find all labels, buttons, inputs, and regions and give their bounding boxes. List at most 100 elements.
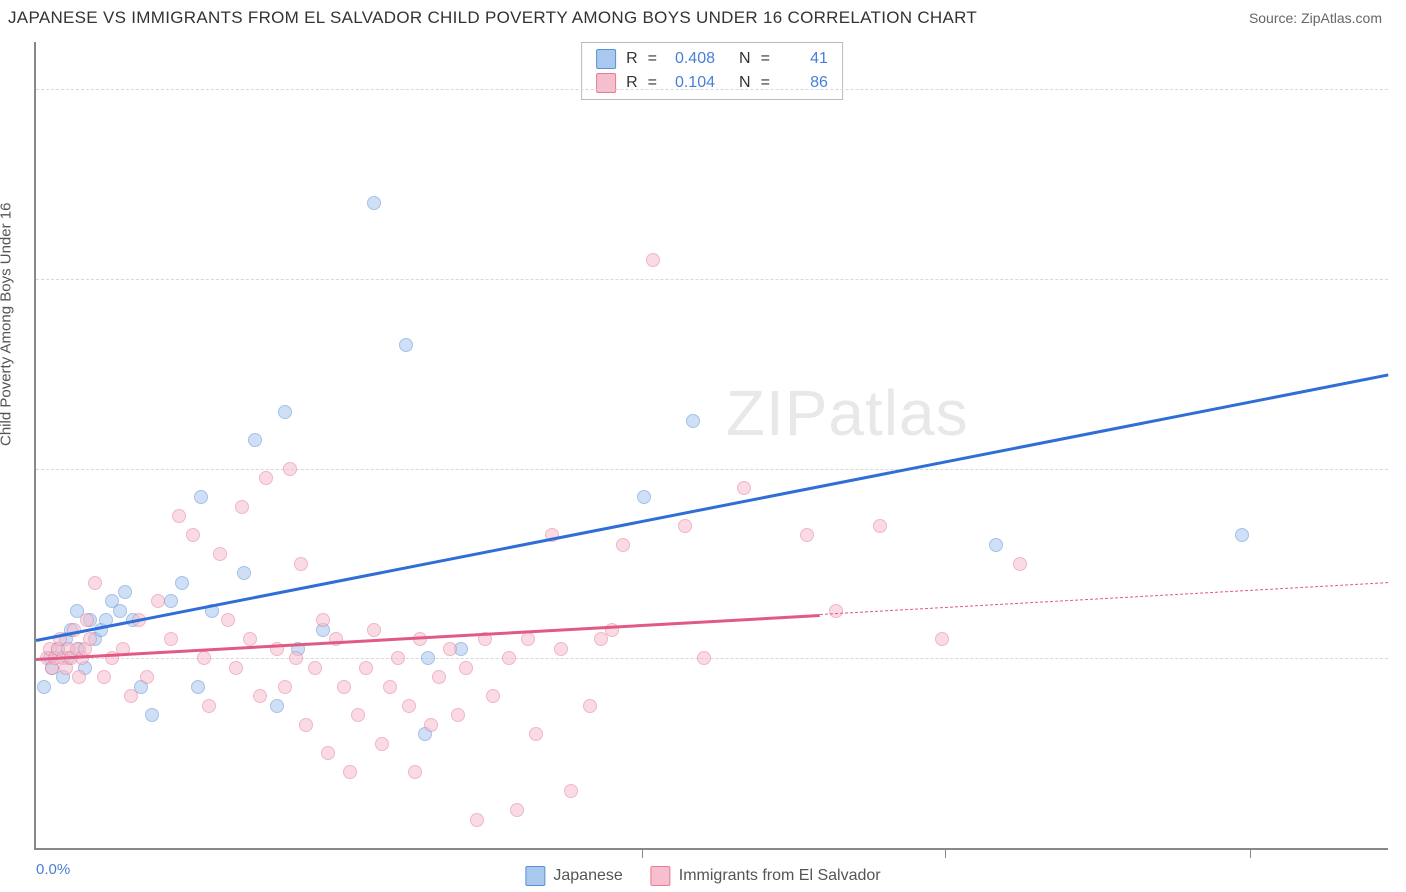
legend-eq: =	[648, 50, 657, 68]
scatter-chart: ZIPatlas R=0.408N=41R=0.104N=86 20.0%40.…	[34, 42, 1388, 850]
data-point	[186, 528, 200, 542]
data-point	[343, 765, 357, 779]
x-tick	[642, 848, 643, 858]
data-point	[278, 680, 292, 694]
data-point	[151, 594, 165, 608]
x-tick-label: 0.0%	[36, 861, 70, 878]
gridline	[36, 658, 1388, 659]
data-point	[646, 253, 660, 267]
data-point	[202, 699, 216, 713]
data-point	[283, 462, 297, 476]
data-point	[367, 623, 381, 637]
data-point	[737, 481, 751, 495]
data-point	[270, 699, 284, 713]
legend-series-label: Immigrants from El Salvador	[679, 867, 881, 885]
data-point	[97, 670, 111, 684]
data-point	[259, 471, 273, 485]
data-point	[486, 689, 500, 703]
data-point	[337, 680, 351, 694]
data-point	[459, 661, 473, 675]
data-point	[510, 803, 524, 817]
data-point	[421, 651, 435, 665]
legend-swatch	[525, 866, 545, 886]
data-point	[678, 519, 692, 533]
data-point	[375, 737, 389, 751]
data-point	[175, 576, 189, 590]
data-point	[351, 708, 365, 722]
data-point	[829, 604, 843, 618]
data-point	[164, 594, 178, 608]
data-point	[521, 632, 535, 646]
legend-eq: =	[761, 50, 770, 68]
data-point	[278, 405, 292, 419]
data-point	[432, 670, 446, 684]
data-point	[145, 708, 159, 722]
data-point	[637, 490, 651, 504]
legend-swatch	[596, 49, 616, 69]
data-point	[235, 500, 249, 514]
data-point	[935, 632, 949, 646]
trendline	[820, 582, 1388, 615]
data-point	[124, 689, 138, 703]
data-point	[502, 651, 516, 665]
data-point	[359, 661, 373, 675]
gridline	[36, 469, 1388, 470]
legend-series-label: Japanese	[553, 867, 622, 885]
data-point	[253, 689, 267, 703]
data-point	[289, 651, 303, 665]
legend-stat-row: R = 0.408 N = 41	[596, 47, 828, 71]
data-point	[873, 519, 887, 533]
data-point	[564, 784, 578, 798]
data-point	[164, 632, 178, 646]
data-point	[1235, 528, 1249, 542]
data-point	[229, 661, 243, 675]
y-axis-label: Child Poverty Among Boys Under 16	[0, 203, 15, 446]
data-point	[172, 509, 186, 523]
data-point	[989, 538, 1003, 552]
data-point	[583, 699, 597, 713]
data-point	[140, 670, 154, 684]
legend-series-item: Japanese	[525, 866, 622, 886]
data-point	[616, 538, 630, 552]
data-point	[197, 651, 211, 665]
data-point	[470, 813, 484, 827]
data-point	[443, 642, 457, 656]
source-label: Source: ZipAtlas.com	[1249, 10, 1382, 26]
data-point	[213, 547, 227, 561]
data-point	[367, 196, 381, 210]
data-point	[194, 490, 208, 504]
gridline	[36, 89, 1388, 90]
legend-r-label: R	[626, 50, 638, 68]
legend-swatch	[651, 866, 671, 886]
data-point	[424, 718, 438, 732]
data-point	[299, 718, 313, 732]
data-point	[408, 765, 422, 779]
data-point	[554, 642, 568, 656]
legend-r-value: 0.408	[667, 50, 715, 68]
data-point	[191, 680, 205, 694]
data-point	[83, 632, 97, 646]
data-point	[113, 604, 127, 618]
legend-n-label: N	[739, 50, 751, 68]
data-point	[413, 632, 427, 646]
data-point	[321, 746, 335, 760]
data-point	[237, 566, 251, 580]
chart-title: JAPANESE VS IMMIGRANTS FROM EL SALVADOR …	[8, 8, 977, 28]
data-point	[391, 651, 405, 665]
data-point	[329, 632, 343, 646]
data-point	[316, 613, 330, 627]
data-point	[221, 613, 235, 627]
legend-stat-row: R=0.104N=86	[596, 71, 828, 95]
data-point	[686, 414, 700, 428]
data-point	[118, 585, 132, 599]
x-tick	[945, 848, 946, 858]
data-point	[37, 680, 51, 694]
data-point	[80, 613, 94, 627]
data-point	[72, 670, 86, 684]
data-point	[399, 338, 413, 352]
data-point	[294, 557, 308, 571]
data-point	[308, 661, 322, 675]
legend-n-value: 41	[780, 50, 828, 68]
data-point	[88, 576, 102, 590]
data-point	[248, 433, 262, 447]
